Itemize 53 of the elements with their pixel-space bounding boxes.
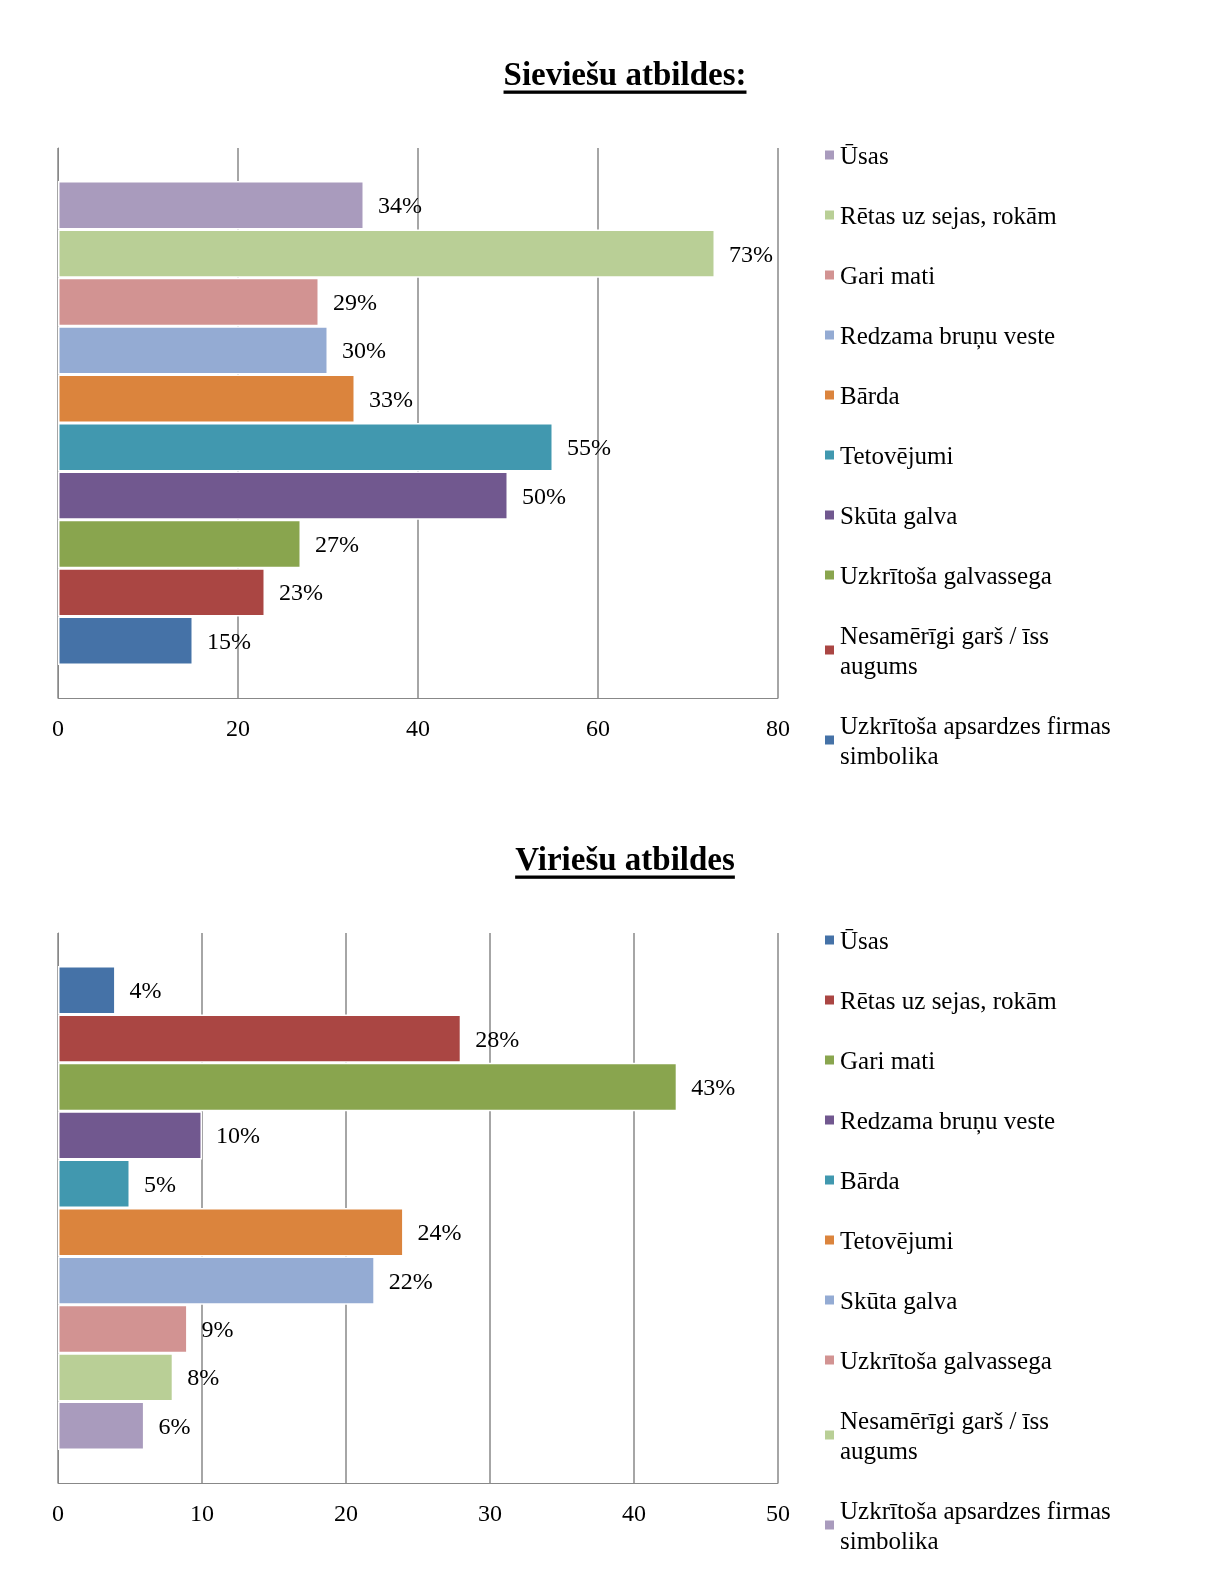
legend-label: Gari mati <box>840 261 936 289</box>
legend-label: Uzkrītoša galvassega <box>840 1346 1052 1374</box>
x-tick-label: 0 <box>52 1500 64 1526</box>
x-tick-label: 50 <box>766 1500 790 1526</box>
data-label: 6% <box>158 1412 191 1439</box>
data-label: 15% <box>207 627 251 654</box>
x-tick-label: 60 <box>586 715 610 741</box>
legend-label: Tetovējumi <box>840 441 954 469</box>
data-label: 33% <box>369 385 413 412</box>
x-tick-label: 30 <box>478 1500 502 1526</box>
data-label: 22% <box>388 1267 433 1294</box>
data-label: 5% <box>144 1170 176 1197</box>
data-label: 55% <box>567 434 611 461</box>
data-label: 23% <box>279 579 323 606</box>
data-label: 24% <box>417 1219 462 1246</box>
x-tick-label: 80 <box>766 715 790 741</box>
legend-label: Gari mati <box>840 1046 936 1074</box>
legend-label: Bārda <box>840 1166 900 1194</box>
data-label: 50% <box>522 482 566 509</box>
legend-label: Uzkrītoša apsardzes firmas simbolika <box>840 711 1117 769</box>
chart-title: Sieviešu atbildes: <box>503 55 747 92</box>
data-label: 28% <box>475 1025 520 1052</box>
legend-label: Bārda <box>840 381 900 409</box>
legend-label: Skūta galva <box>840 501 958 529</box>
data-label: 10% <box>216 1122 260 1149</box>
data-label: 29% <box>333 289 377 315</box>
data-label: 43% <box>691 1074 736 1100</box>
data-label: 27% <box>315 531 359 557</box>
legend-label: Skūta galva <box>840 1286 958 1314</box>
x-tick-label: 40 <box>622 1500 646 1526</box>
legend-label: Redzama bruņu veste <box>840 321 1056 350</box>
x-tick-label: 20 <box>226 715 250 741</box>
legend-label: Uzkrītoša apsardzes firmas simbolika <box>840 1496 1117 1554</box>
x-tick-label: 10 <box>190 1500 214 1526</box>
x-tick-label: 20 <box>334 1500 358 1526</box>
x-tick-label: 0 <box>52 715 64 741</box>
legend-label: Nesamērīgi garš / īss augums <box>840 1406 1056 1464</box>
x-tick-label: 40 <box>406 715 430 741</box>
legend-label: Rētas uz sejas, rokām <box>840 201 1058 229</box>
legend-label: Nesamērīgi garš / īss augums <box>840 621 1056 679</box>
legend-label: Redzama bruņu veste <box>840 1106 1056 1135</box>
data-label: 34% <box>378 192 422 219</box>
data-label: 4% <box>129 977 162 1004</box>
legend-label: Uzkrītoša galvassega <box>840 561 1052 589</box>
data-label: 9% <box>201 1316 234 1342</box>
data-label: 8% <box>187 1364 220 1391</box>
legend-label: Ūsas <box>840 926 889 954</box>
data-label: 73% <box>729 240 773 267</box>
chart-title: Viriešu atbildes <box>515 840 735 877</box>
data-label: 30% <box>342 337 386 364</box>
legend-label: Tetovējumi <box>840 1226 954 1254</box>
legend-label: Rētas uz sejas, rokām <box>840 986 1058 1014</box>
legend-label: Ūsas <box>840 141 889 169</box>
